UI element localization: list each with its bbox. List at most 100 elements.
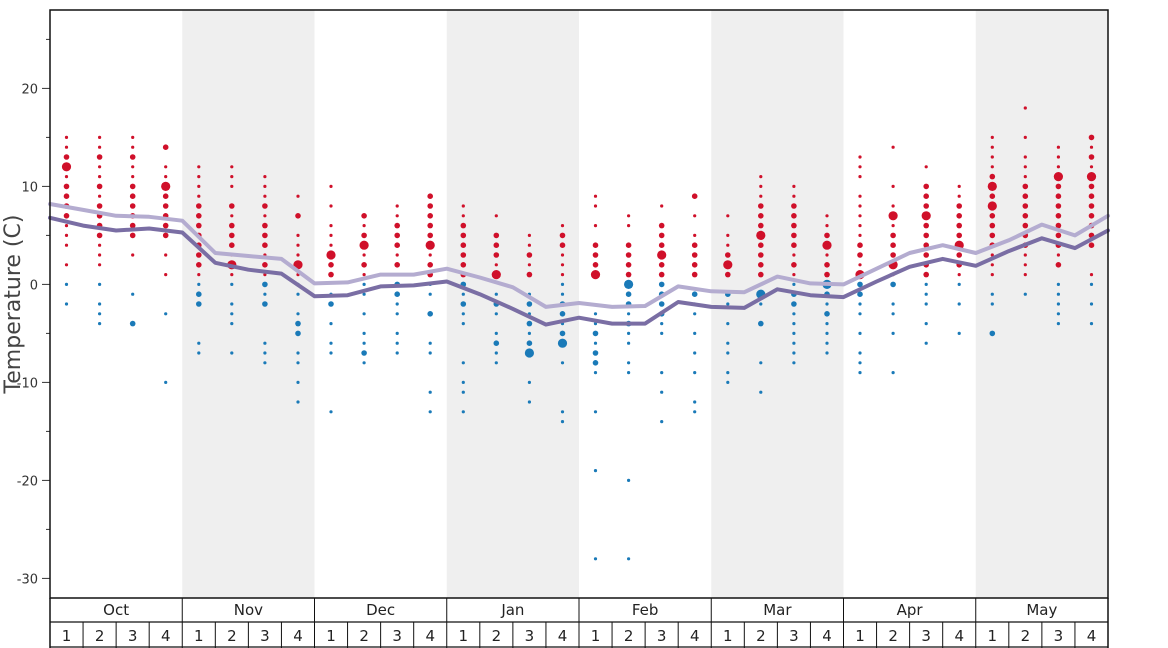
warm-temperature-dot — [263, 214, 267, 218]
warm-temperature-dot — [725, 271, 731, 278]
warm-temperature-dot — [1055, 232, 1062, 239]
warm-temperature-dot — [262, 242, 268, 248]
warm-temperature-dot — [791, 203, 797, 209]
warm-temperature-dot — [592, 242, 599, 248]
y-tick-label: 20 — [21, 82, 38, 97]
cold-temperature-dot — [592, 360, 599, 366]
warm-temperature-dot — [758, 203, 764, 209]
cold-temperature-dot — [858, 331, 862, 335]
warm-temperature-dot — [657, 250, 667, 260]
warm-temperature-dot — [693, 233, 697, 237]
cold-temperature-dot — [395, 331, 399, 335]
cold-temperature-dot — [526, 340, 533, 347]
warm-temperature-dot — [263, 273, 267, 277]
cold-temperature-dot — [693, 371, 697, 375]
warm-temperature-dot — [262, 222, 268, 229]
cold-temperature-dot — [493, 340, 500, 347]
warm-temperature-dot — [196, 252, 202, 258]
warm-temperature-dot — [64, 233, 69, 237]
cold-temperature-dot — [527, 380, 532, 384]
cold-temperature-dot — [362, 331, 366, 335]
cold-temperature-dot — [660, 420, 664, 424]
warm-temperature-dot — [362, 273, 366, 277]
warm-temperature-dot — [527, 233, 532, 237]
warm-temperature-dot — [890, 252, 896, 258]
cold-temperature-dot — [593, 557, 598, 561]
warm-temperature-dot — [296, 243, 300, 247]
warm-temperature-dot — [990, 165, 994, 169]
warm-temperature-dot — [627, 224, 631, 228]
warm-temperature-dot — [891, 224, 895, 228]
week-label: 3 — [128, 627, 138, 645]
month-label-dec: Dec — [366, 601, 395, 619]
warm-temperature-dot — [1023, 175, 1027, 179]
cold-temperature-dot — [758, 320, 764, 327]
cold-temperature-dot — [362, 312, 366, 316]
warm-temperature-dot — [329, 233, 333, 237]
warm-temperature-dot — [494, 263, 498, 267]
warm-temperature-dot — [956, 203, 962, 209]
warm-temperature-dot — [1056, 155, 1060, 159]
cold-temperature-dot — [461, 380, 465, 384]
warm-temperature-dot — [131, 165, 135, 169]
warm-temperature-dot — [129, 222, 136, 229]
week-label: 4 — [425, 627, 435, 645]
cold-temperature-dot — [658, 301, 665, 307]
warm-temperature-dot — [63, 213, 70, 219]
warm-temperature-dot — [296, 233, 300, 237]
warm-temperature-dot — [98, 194, 102, 198]
warm-temperature-dot — [197, 273, 201, 277]
warm-temperature-dot — [923, 222, 929, 229]
month-shade-mar — [711, 10, 844, 598]
cold-temperature-dot — [693, 331, 697, 335]
warm-temperature-dot — [527, 243, 532, 247]
cold-temperature-dot — [460, 301, 467, 307]
cold-temperature-dot — [361, 350, 367, 356]
warm-temperature-dot — [197, 165, 201, 169]
cold-temperature-dot — [461, 361, 465, 365]
warm-temperature-dot — [230, 214, 234, 218]
warm-temperature-dot — [161, 181, 171, 191]
cold-temperature-dot — [693, 400, 697, 404]
warm-temperature-dot — [361, 262, 367, 268]
warm-temperature-dot — [1055, 183, 1062, 190]
cold-temperature-dot — [858, 361, 862, 365]
cold-temperature-dot — [592, 350, 599, 356]
warm-temperature-dot — [296, 194, 300, 198]
warm-temperature-dot — [559, 232, 566, 239]
warm-temperature-dot — [328, 271, 334, 278]
warm-temperature-dot — [990, 253, 994, 257]
warm-temperature-dot — [625, 252, 632, 258]
warm-temperature-dot — [593, 194, 598, 198]
week-label: 4 — [822, 627, 832, 645]
cold-temperature-dot — [395, 302, 399, 306]
week-label: 1 — [62, 627, 72, 645]
warm-temperature-dot — [395, 214, 399, 218]
warm-temperature-dot — [758, 271, 764, 278]
cold-temperature-dot — [461, 390, 465, 394]
warm-temperature-dot — [98, 253, 102, 257]
cold-temperature-dot — [627, 331, 631, 335]
warm-temperature-dot — [1023, 135, 1027, 139]
week-label: 4 — [690, 627, 700, 645]
cold-temperature-dot — [329, 322, 333, 326]
month-label-jan: Jan — [500, 601, 524, 619]
cold-temperature-dot — [759, 390, 763, 394]
warm-temperature-dot — [229, 232, 235, 239]
warm-temperature-dot — [791, 222, 797, 229]
warm-temperature-dot — [263, 175, 267, 179]
warm-temperature-dot — [164, 253, 168, 257]
lower-average-line — [48, 215, 1110, 327]
warm-temperature-dot — [494, 214, 498, 218]
week-label: 4 — [1087, 627, 1097, 645]
warm-temperature-dot — [129, 183, 136, 190]
cold-temperature-dot — [924, 341, 928, 345]
week-label: 2 — [756, 627, 766, 645]
warm-temperature-dot — [627, 214, 631, 218]
warm-temperature-dot — [691, 262, 698, 268]
warm-temperature-dot — [229, 242, 235, 248]
cold-temperature-dot — [627, 478, 631, 482]
cold-temperature-dot — [262, 281, 268, 288]
warm-temperature-dot — [1055, 203, 1062, 209]
warm-temperature-dot — [560, 273, 565, 277]
